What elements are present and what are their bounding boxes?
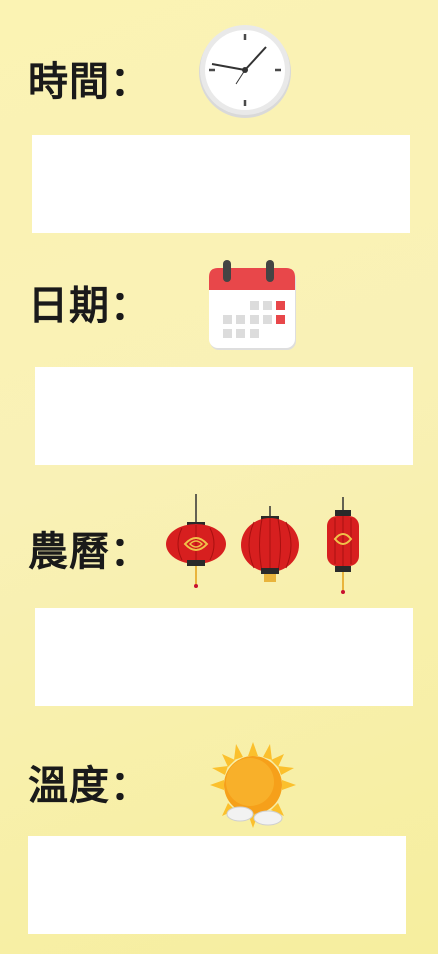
clock-icon <box>199 25 291 118</box>
date-value-field <box>35 367 413 465</box>
time-value-field <box>32 135 410 233</box>
temperature-value-field <box>28 836 406 934</box>
calendar-icon <box>209 260 296 350</box>
lantern-icon <box>166 494 359 594</box>
lunar-value-field <box>35 608 413 706</box>
sun-cloud-icon <box>210 742 296 828</box>
lunar-label: 農曆： <box>28 529 151 575</box>
temperature-label: 溫度： <box>28 763 151 809</box>
date-label: 日期： <box>28 283 151 329</box>
time-label: 時間： <box>28 59 151 105</box>
